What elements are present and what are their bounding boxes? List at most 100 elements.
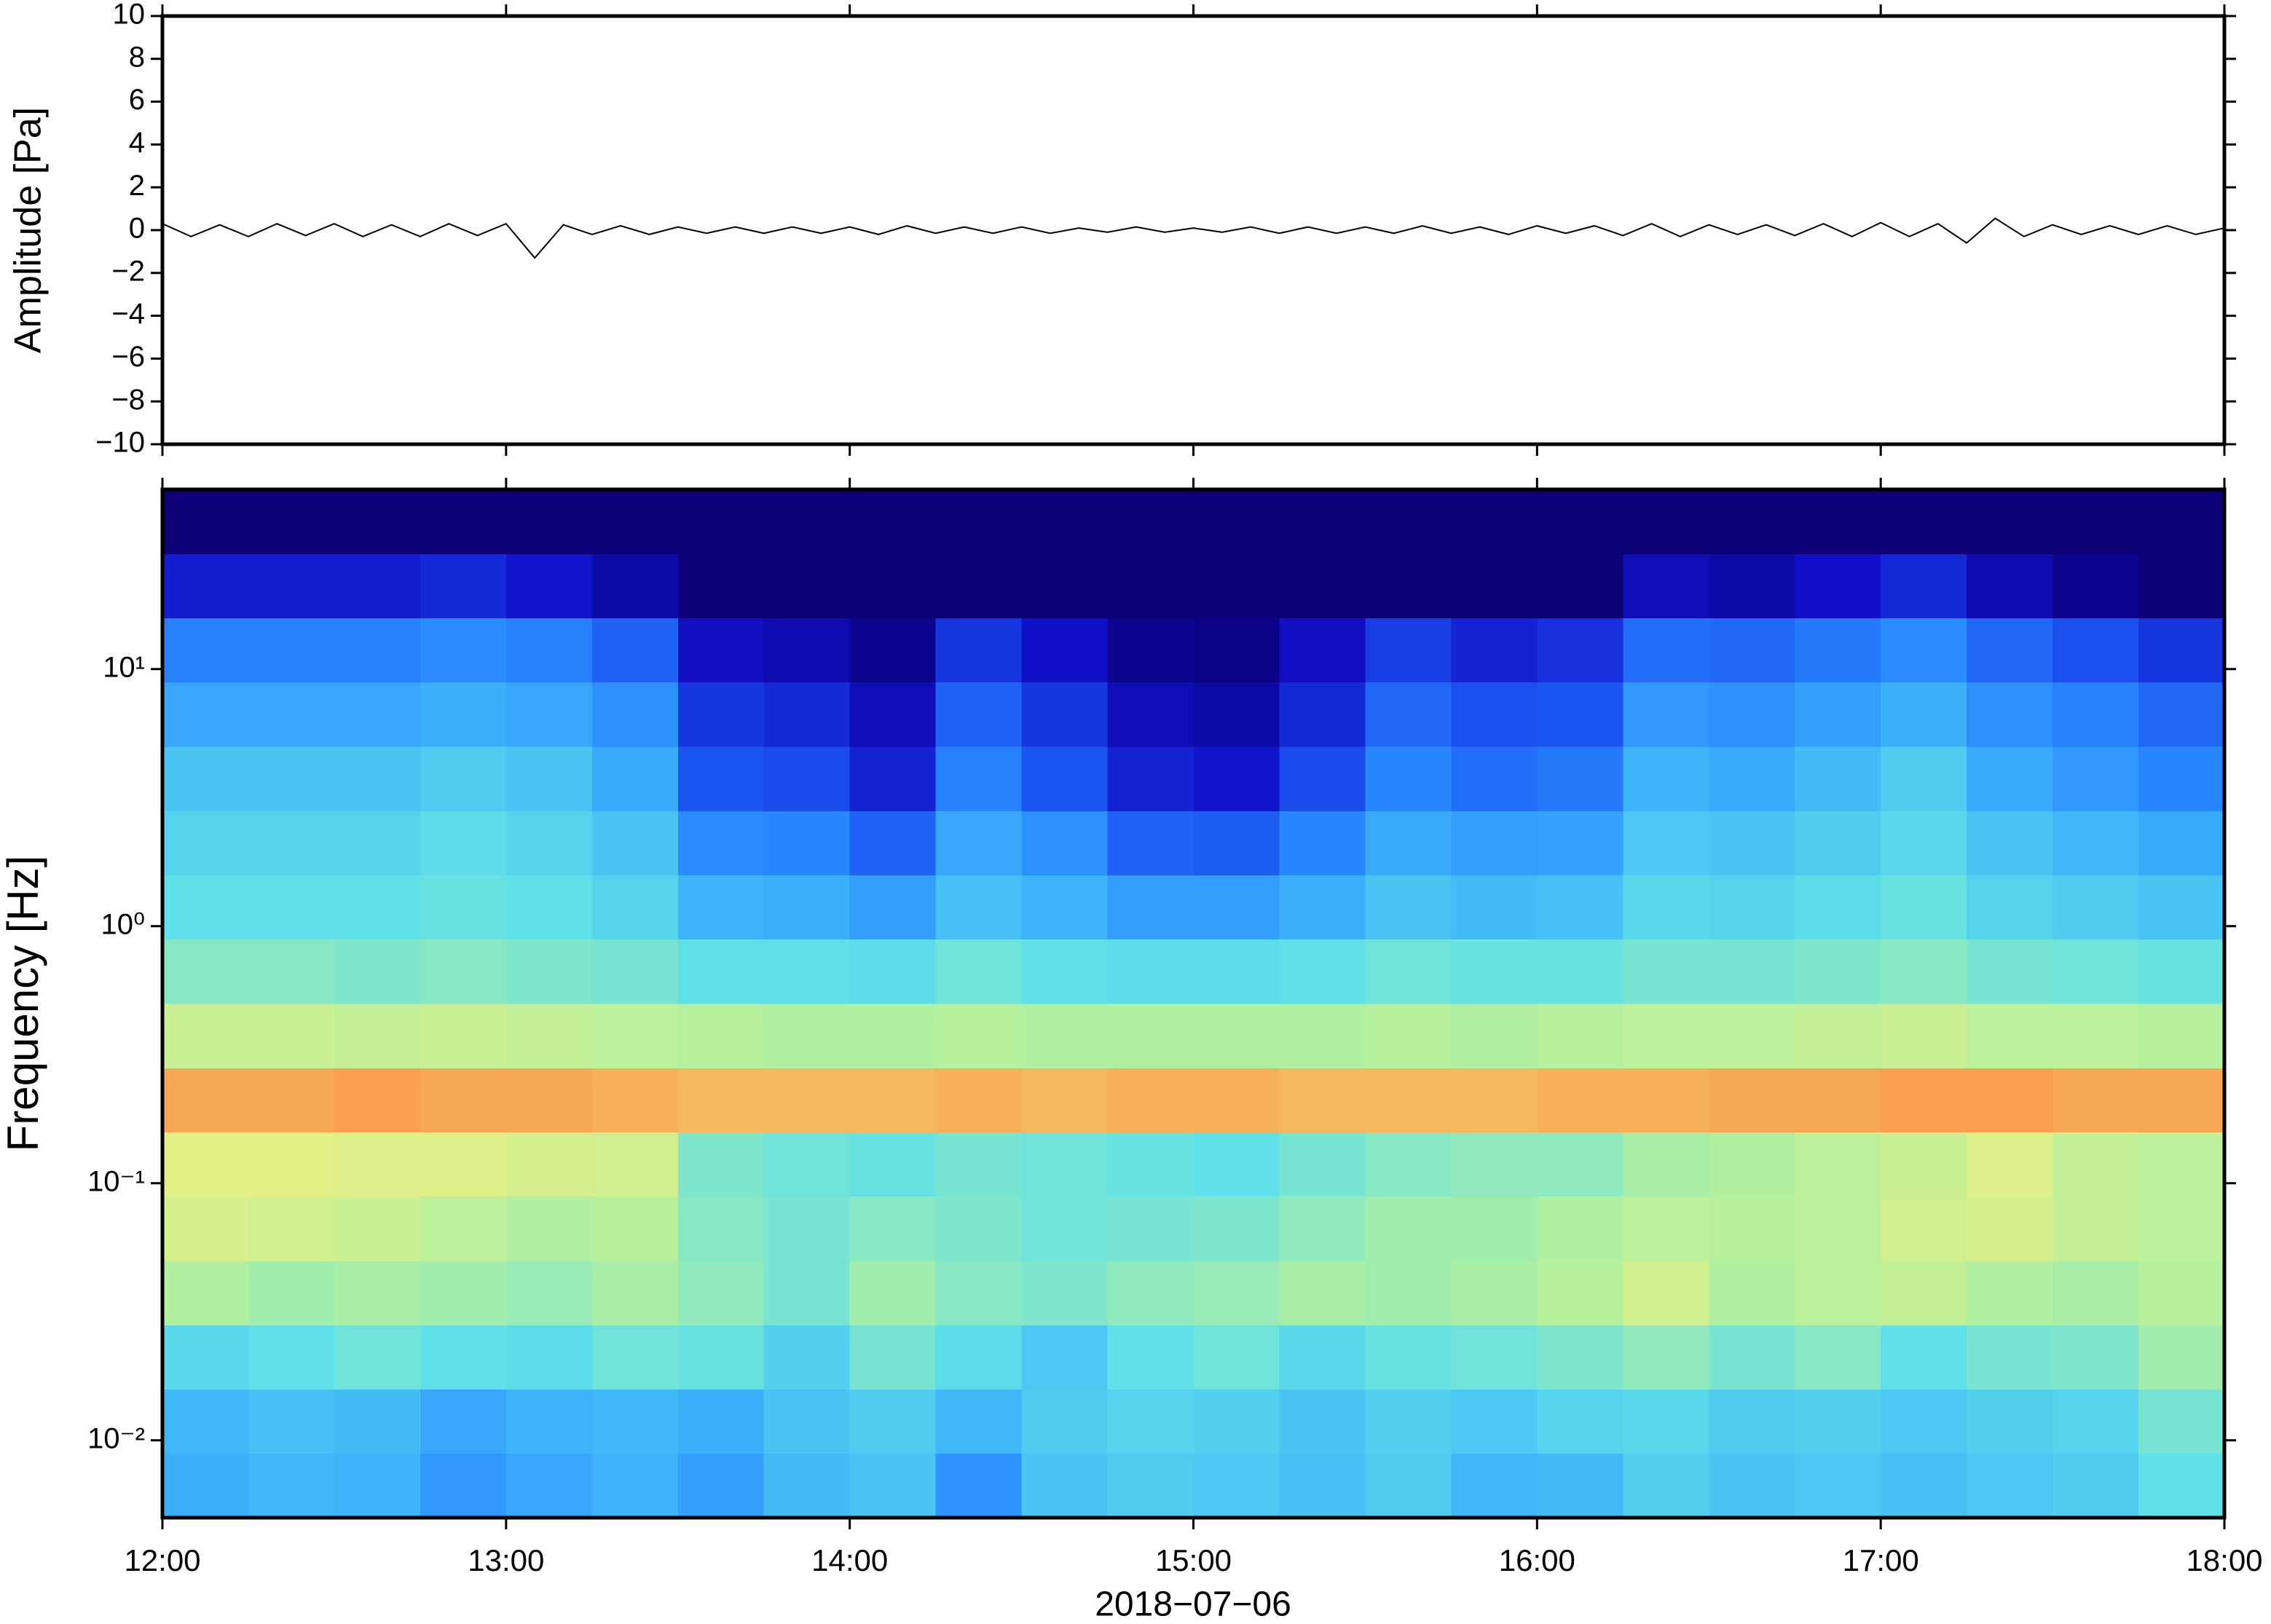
spectrogram-cell	[1365, 939, 1452, 1004]
spectrogram-cell	[1193, 1132, 1280, 1197]
spectrogram-cell	[1967, 553, 2053, 619]
spectrogram-cell	[1881, 618, 1967, 683]
spectrogram-cell	[162, 1196, 249, 1261]
spectrogram-cell	[763, 875, 851, 940]
spectrogram-cell	[1365, 875, 1452, 940]
spectrogram-cell	[505, 939, 593, 1004]
spectrogram-cell	[677, 1453, 765, 1518]
spectrogram-cell	[2138, 682, 2225, 747]
spectrogram-cell	[677, 811, 765, 876]
spectrogram-cell	[248, 939, 335, 1004]
spectrogram-cell	[935, 1132, 1023, 1197]
spectrogram-cell	[2138, 1132, 2225, 1197]
spectrogram-cell	[935, 489, 1023, 554]
y-tick-label: −8	[111, 384, 145, 416]
spectrogram-cell	[420, 746, 507, 811]
spectrogram-cell	[420, 618, 507, 683]
spectrogram-cell	[1967, 618, 2053, 683]
spectrogram-cell	[1795, 746, 1881, 811]
spectrogram-cell	[677, 618, 765, 683]
spectrogram-cell	[505, 875, 593, 940]
spectrogram-cell	[334, 811, 421, 876]
spectrogram-cell	[2052, 811, 2139, 876]
spectrogram-cell	[1623, 618, 1709, 683]
spectrogram-cell	[935, 746, 1023, 811]
spectrogram-cell	[1623, 1004, 1709, 1068]
spectrogram-cell	[1537, 1068, 1623, 1133]
spectrogram-cell	[2052, 875, 2139, 940]
spectrogram-cell	[1795, 1389, 1881, 1454]
spectrogram-cell	[1709, 1004, 1795, 1068]
spectrogram-cell	[420, 489, 507, 554]
spectrogram-cell	[1881, 939, 1967, 1004]
spectrogram-cell	[591, 1261, 679, 1325]
spectrogram-cell	[162, 618, 249, 683]
spectrogram-cell	[1365, 746, 1452, 811]
y-axis-label: Amplitude [Pa]	[7, 107, 50, 353]
spectrogram-cell	[1709, 746, 1795, 811]
spectrogram-cell	[763, 1068, 851, 1133]
spectrogram-cell	[1537, 1196, 1623, 1261]
spectrogram-cell	[1193, 682, 1280, 747]
spectrogram-cell	[1193, 1325, 1280, 1390]
spectrogram-cell	[2052, 489, 2139, 554]
spectrogram-cell	[334, 1453, 421, 1518]
spectrogram-cell	[1967, 1325, 2053, 1390]
spectrogram-cell	[935, 1068, 1023, 1133]
spectrogram-cell	[1021, 489, 1109, 554]
spectrogram-cell	[162, 811, 249, 876]
spectrogram-cell	[1623, 939, 1709, 1004]
spectrogram-cell	[763, 1453, 851, 1518]
spectrogram-cell	[1021, 1261, 1109, 1325]
spectrogram-cell	[1709, 1068, 1795, 1133]
spectrogram-cell	[1279, 746, 1366, 811]
spectrogram-cell	[1881, 1132, 1967, 1197]
x-tick-label: 12:00	[124, 1543, 200, 1577]
y-tick-label: −4	[111, 298, 145, 330]
spectrogram-cell	[1881, 1325, 1967, 1390]
spectrogram-cell	[849, 1325, 937, 1390]
spectrogram-cell	[248, 1261, 335, 1325]
spectrogram-cell	[849, 1261, 937, 1325]
spectrogram-cell	[1451, 1196, 1538, 1261]
spectrogram-cell	[1365, 553, 1452, 619]
spectrogram-cell	[1795, 618, 1881, 683]
spectrogram-cell	[1107, 1261, 1194, 1325]
spectrogram-cell	[1021, 1004, 1109, 1068]
spectrogram-cell	[1193, 1261, 1280, 1325]
spectrogram-cell	[1193, 1196, 1280, 1261]
spectrogram-cell	[1709, 1132, 1795, 1197]
spectrogram-cell	[1279, 875, 1366, 940]
spectrogram-cell	[2052, 1196, 2139, 1261]
spectrogram-cell	[2052, 618, 2139, 683]
spectrogram-cell	[248, 811, 335, 876]
spectrogram-cell	[1279, 618, 1366, 683]
spectrogram-cell	[505, 746, 593, 811]
spectrogram-cell	[1537, 811, 1623, 876]
spectrogram-cell	[1107, 618, 1194, 683]
spectrogram-cell	[1967, 811, 2053, 876]
spectrogram-cell	[2138, 1453, 2225, 1518]
spectrogram-cell	[162, 1261, 249, 1325]
spectrogram-cell	[1881, 682, 1967, 747]
spectrogram-cell	[591, 1325, 679, 1390]
spectrogram-cell	[1193, 811, 1280, 876]
spectrogram-cell	[162, 1325, 249, 1390]
spectrogram-cell	[248, 553, 335, 619]
spectrogram-cell	[1623, 553, 1709, 619]
spectrogram-cell	[1623, 1261, 1709, 1325]
spectrogram-cell	[1795, 1261, 1881, 1325]
x-tick-label: 15:00	[1155, 1543, 1232, 1577]
spectrogram-cell	[2052, 1453, 2139, 1518]
spectrogram-cell	[420, 1004, 507, 1068]
spectrogram-cell	[677, 875, 765, 940]
spectrogram-cell	[1623, 1453, 1709, 1518]
spectrogram-cell	[849, 682, 937, 747]
spectrogram-cell	[1537, 1325, 1623, 1390]
spectrogram-cell	[591, 811, 679, 876]
spectrogram-cell	[591, 682, 679, 747]
spectrogram-cell	[1623, 682, 1709, 747]
spectrogram-cell	[591, 746, 679, 811]
spectrogram-cell	[2138, 939, 2225, 1004]
spectrogram-cell	[763, 682, 851, 747]
